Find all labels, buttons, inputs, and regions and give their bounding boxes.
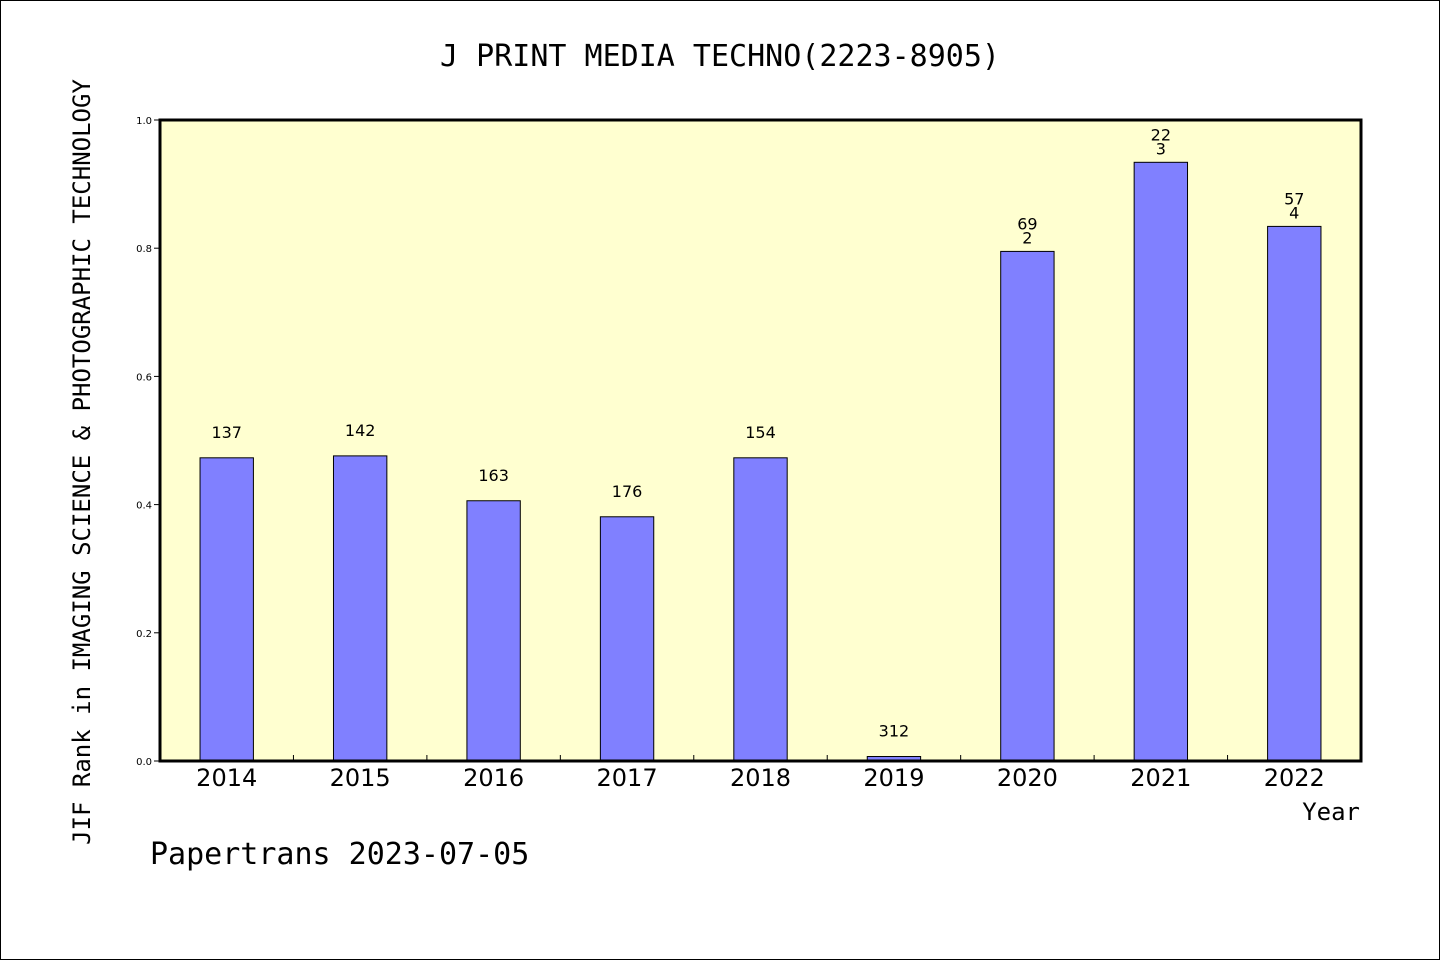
data-label: 3 <box>1156 139 1166 158</box>
y-tick-label: 0.8 <box>136 244 152 255</box>
x-tick-label: 2018 <box>730 764 791 792</box>
data-label: 69 <box>1017 214 1037 233</box>
y-tick-label: 0.6 <box>136 372 152 383</box>
bar <box>1000 250 1055 762</box>
x-tick-label: 2014 <box>196 764 257 792</box>
data-label: 142 <box>345 421 376 440</box>
bar <box>599 516 655 762</box>
x-tick-label: 2015 <box>330 764 391 792</box>
bar <box>1133 161 1189 762</box>
data-label: 22 <box>1151 125 1171 144</box>
x-tick-label: 2019 <box>863 764 924 792</box>
x-axis-label: Year <box>1302 798 1360 826</box>
bar <box>1267 225 1322 762</box>
y-tick-label: 0.0 <box>136 757 152 768</box>
bar <box>332 455 388 762</box>
credit-text: Papertrans 2023-07-05 <box>150 837 529 872</box>
x-tick-label: 2021 <box>1130 764 1191 792</box>
y-axis-label: JIF Rank in IMAGING SCIENCE & PHOTOGRAPH… <box>68 79 96 845</box>
chart-title: J PRINT MEDIA TECHNO(2223-8905) <box>440 39 1000 74</box>
plot-border <box>158 118 1363 763</box>
x-tick-label: 2020 <box>997 764 1058 792</box>
data-label: 4 <box>1289 203 1299 222</box>
data-label: 137 <box>211 423 242 442</box>
y-tick-label: 0.4 <box>136 501 152 512</box>
data-label: 163 <box>478 466 509 485</box>
bar <box>466 500 521 762</box>
data-label: 176 <box>612 482 643 501</box>
x-tick-label: 2022 <box>1264 764 1325 792</box>
bar <box>199 457 254 762</box>
bar <box>733 457 788 762</box>
data-label: 2 <box>1022 228 1032 247</box>
data-label: 154 <box>745 423 776 442</box>
y-tick-label: 1.0 <box>136 116 152 127</box>
data-label: 57 <box>1284 189 1304 208</box>
y-tick-label: 0.2 <box>136 629 152 640</box>
x-tick-label: 2017 <box>597 764 658 792</box>
data-label: 312 <box>879 722 910 741</box>
x-tick-label: 2016 <box>463 764 524 792</box>
